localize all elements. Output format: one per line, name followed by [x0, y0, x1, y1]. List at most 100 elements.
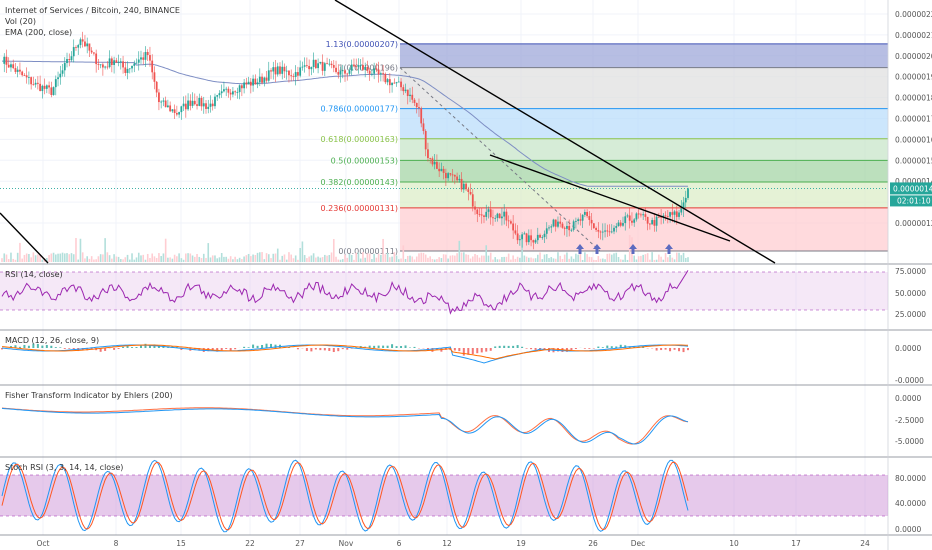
candle-body	[592, 223, 595, 229]
indicator-ema-label[interactable]: EMA (200, close)	[5, 28, 72, 37]
volume-bar	[478, 257, 481, 262]
volume-bar	[375, 257, 378, 262]
candle-body	[205, 103, 207, 109]
price-tick-label: 0.00000120	[895, 219, 932, 228]
candle-body	[554, 219, 557, 227]
candle-body	[552, 219, 555, 227]
fisher-title[interactable]: Fisher Transform Indicator by Ehlers (20…	[5, 391, 173, 400]
candle-body	[88, 43, 91, 51]
candle-body	[214, 96, 216, 107]
price-axis[interactable]: 0.00000220 0.00000210 0.00000200 0.00000190…	[890, 10, 932, 534]
volume-bar	[548, 258, 550, 262]
volume-bar	[218, 257, 221, 262]
macd-histogram-bar	[400, 345, 403, 348]
macd-histogram-bar	[382, 345, 385, 348]
volume-bar	[14, 259, 17, 262]
candle-body	[223, 89, 225, 92]
candle-body	[682, 202, 685, 209]
volume-bar	[624, 254, 627, 262]
volume-bar	[577, 254, 579, 262]
volume-bar	[173, 254, 176, 262]
volume-bar	[124, 257, 127, 262]
volume-bar	[465, 254, 467, 262]
volume-bar	[447, 258, 449, 262]
rsi-title[interactable]: RSI (14, close)	[5, 270, 63, 279]
volume-bar	[205, 257, 207, 262]
indicator-vol-label[interactable]: Vol (20)	[5, 17, 36, 26]
macd-histogram-bar	[1, 348, 3, 350]
macd-histogram-bar	[453, 348, 456, 351]
candle-body	[184, 103, 187, 110]
volume-bar	[431, 259, 434, 262]
candle-body	[442, 168, 445, 173]
rsi-pane	[0, 270, 888, 315]
trend-lines[interactable]	[0, 0, 776, 264]
volume-bar	[247, 253, 250, 262]
volume-bar	[357, 252, 360, 262]
candle-body	[305, 65, 308, 67]
rsi-line	[1, 270, 689, 315]
candle-body	[471, 194, 474, 207]
macd-histogram-bar	[355, 347, 358, 348]
stoch-rsi-title[interactable]: Stoch RSI (3, 3, 14, 14, close)	[5, 463, 123, 472]
volume-bar	[290, 254, 292, 262]
time-axis[interactable]: Oct 8 15 22 27 Nov 6 12 19 26 Dec 10 17 24	[37, 539, 870, 548]
candle-body	[465, 183, 467, 190]
candle-body	[413, 99, 416, 103]
volume-bar	[202, 253, 205, 262]
macd-histogram-bar	[597, 346, 600, 348]
volume-bar	[516, 256, 519, 262]
volume-bar	[115, 256, 118, 262]
volume-bar	[433, 259, 436, 262]
candle-body	[314, 59, 317, 69]
volume-bar	[21, 258, 23, 262]
candle-body	[532, 240, 535, 243]
candle-body	[142, 57, 145, 60]
volume-bar	[77, 259, 80, 262]
volume-bar	[32, 252, 35, 262]
fisher-tick-label: -2.5000	[895, 416, 924, 425]
macd-histogram-bar	[669, 348, 672, 352]
candle-body	[615, 226, 618, 228]
descending-trend-line	[0, 212, 49, 264]
rsi-tick-label: 25.0000	[895, 310, 926, 319]
candle-body	[10, 64, 12, 68]
volume-bar	[198, 256, 201, 262]
volume-bar	[332, 239, 335, 262]
macd-title[interactable]: MACD (12, 26, close, 9)	[5, 336, 99, 345]
volume-bar	[72, 254, 75, 262]
candle-body	[158, 92, 160, 103]
macd-histogram-bar	[144, 343, 147, 348]
candle-body	[451, 174, 454, 176]
chart-title: Internet of Services / Bitcoin, 240, BIN…	[5, 6, 180, 15]
candle-body	[480, 214, 483, 216]
candle-body	[72, 47, 75, 57]
rsi-tick-label: 75.0000	[895, 267, 926, 276]
macd-histogram-bar	[534, 348, 537, 350]
candle-body	[86, 43, 89, 47]
fibonacci-retracement[interactable]: 1.13(0.00000207)1(0.00000196)0.786(0.000…	[0, 40, 888, 256]
stoch-tick-label: 80.0000	[895, 474, 926, 483]
candle-body	[140, 57, 142, 60]
candle-body	[25, 75, 28, 78]
candle-body	[238, 85, 241, 93]
volume-bar	[436, 259, 438, 262]
volume-bar	[471, 256, 474, 262]
fisher-trigger-line	[1, 407, 689, 445]
volume-bar	[88, 258, 91, 262]
candle-body	[559, 221, 562, 224]
volume-bar	[350, 255, 353, 262]
candle-body	[95, 53, 98, 65]
volume-bar	[263, 259, 266, 262]
volume-bar	[75, 237, 77, 262]
candle-body	[93, 52, 95, 54]
volume-bar	[454, 255, 456, 262]
candle-body	[646, 216, 649, 224]
candle-body	[671, 212, 674, 215]
price-tick-label: 0.00000210	[895, 31, 932, 40]
candle-body	[353, 64, 355, 67]
volume-bar	[297, 259, 299, 262]
candle-body	[326, 63, 328, 65]
